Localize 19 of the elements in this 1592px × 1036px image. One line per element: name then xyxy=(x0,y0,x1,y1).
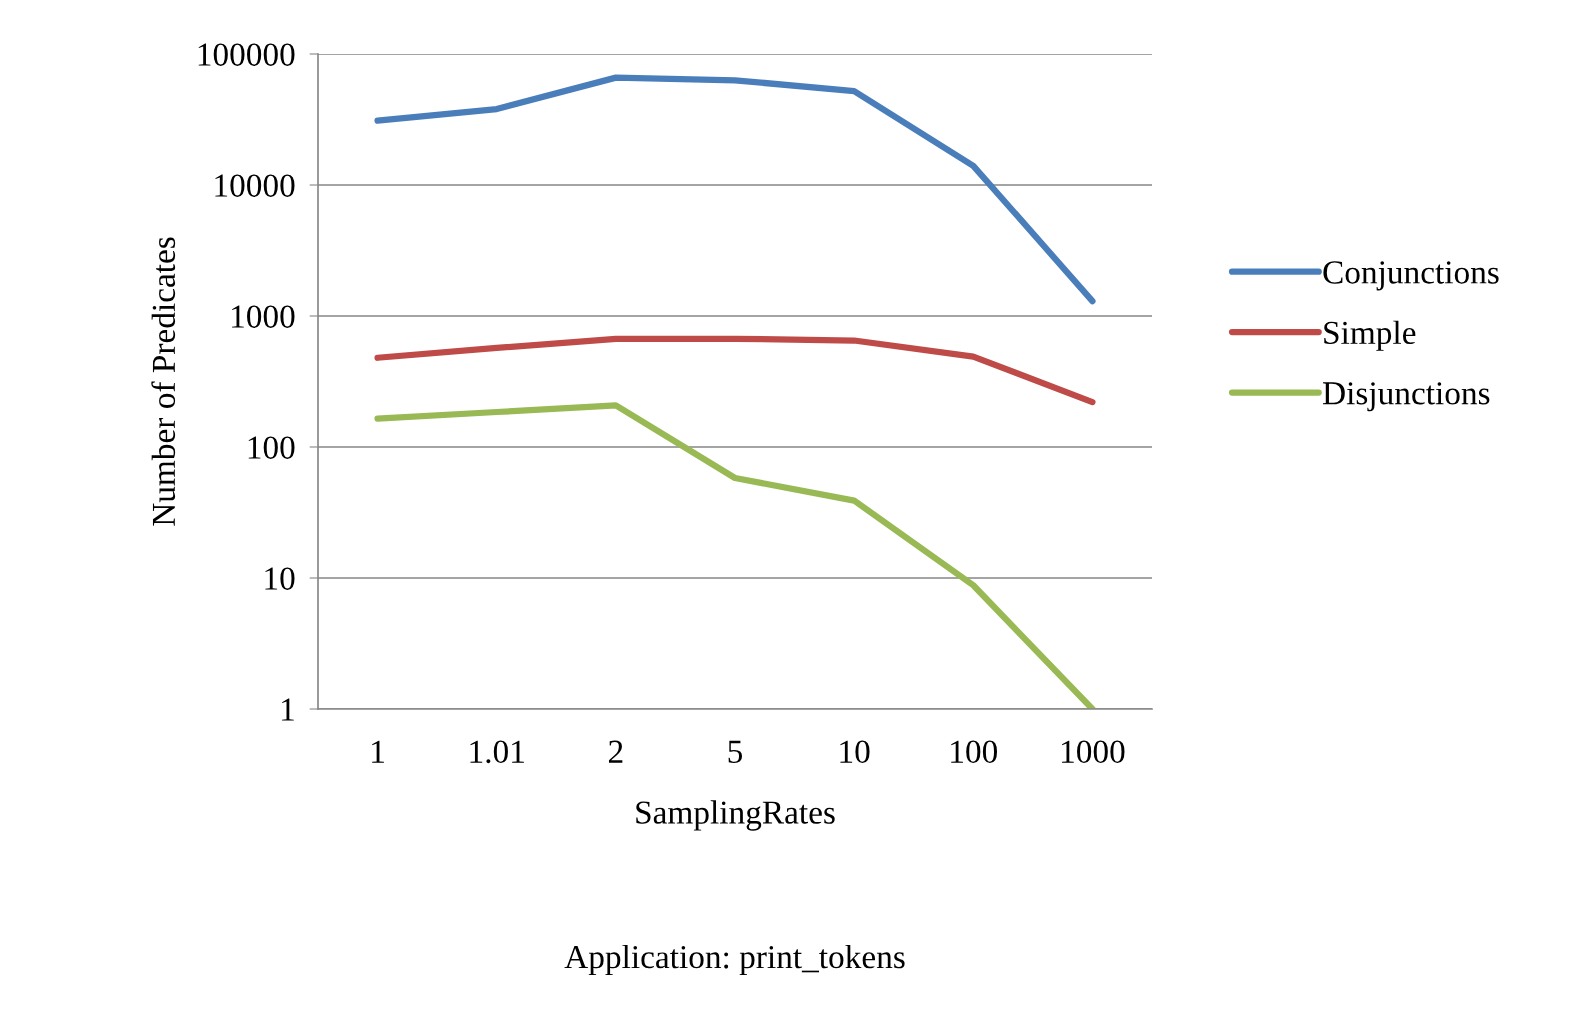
x-tick-label: 2 xyxy=(608,740,623,763)
legend-label: Simple xyxy=(1324,320,1416,351)
y-tick-label: 1 xyxy=(282,698,294,721)
x-tick-label: 10 xyxy=(840,740,870,764)
x-tick-label: 1000 xyxy=(1062,740,1125,764)
text: Application: print_tokens xyxy=(564,944,905,976)
y-tick-label: 1000 xyxy=(232,305,295,328)
x-tick-label: 1 xyxy=(372,740,384,763)
y-tick-label: 10000 xyxy=(215,174,295,197)
y-axis-title: Number of Predicates xyxy=(151,237,176,526)
x-axis-title: SamplingRates xyxy=(636,800,835,831)
x-tick-label: 5 xyxy=(728,740,743,764)
y-tick-label: 10 xyxy=(265,567,295,590)
x-tick-label: 100 xyxy=(951,740,998,764)
legend-label: Conjunctions xyxy=(1323,261,1499,291)
y-tick-label: 100 xyxy=(248,436,295,459)
x-tick-label: 1.01 xyxy=(470,740,524,764)
legend-label: Disjunctions xyxy=(1323,382,1490,412)
y-tick-label: 100000 xyxy=(198,43,295,66)
